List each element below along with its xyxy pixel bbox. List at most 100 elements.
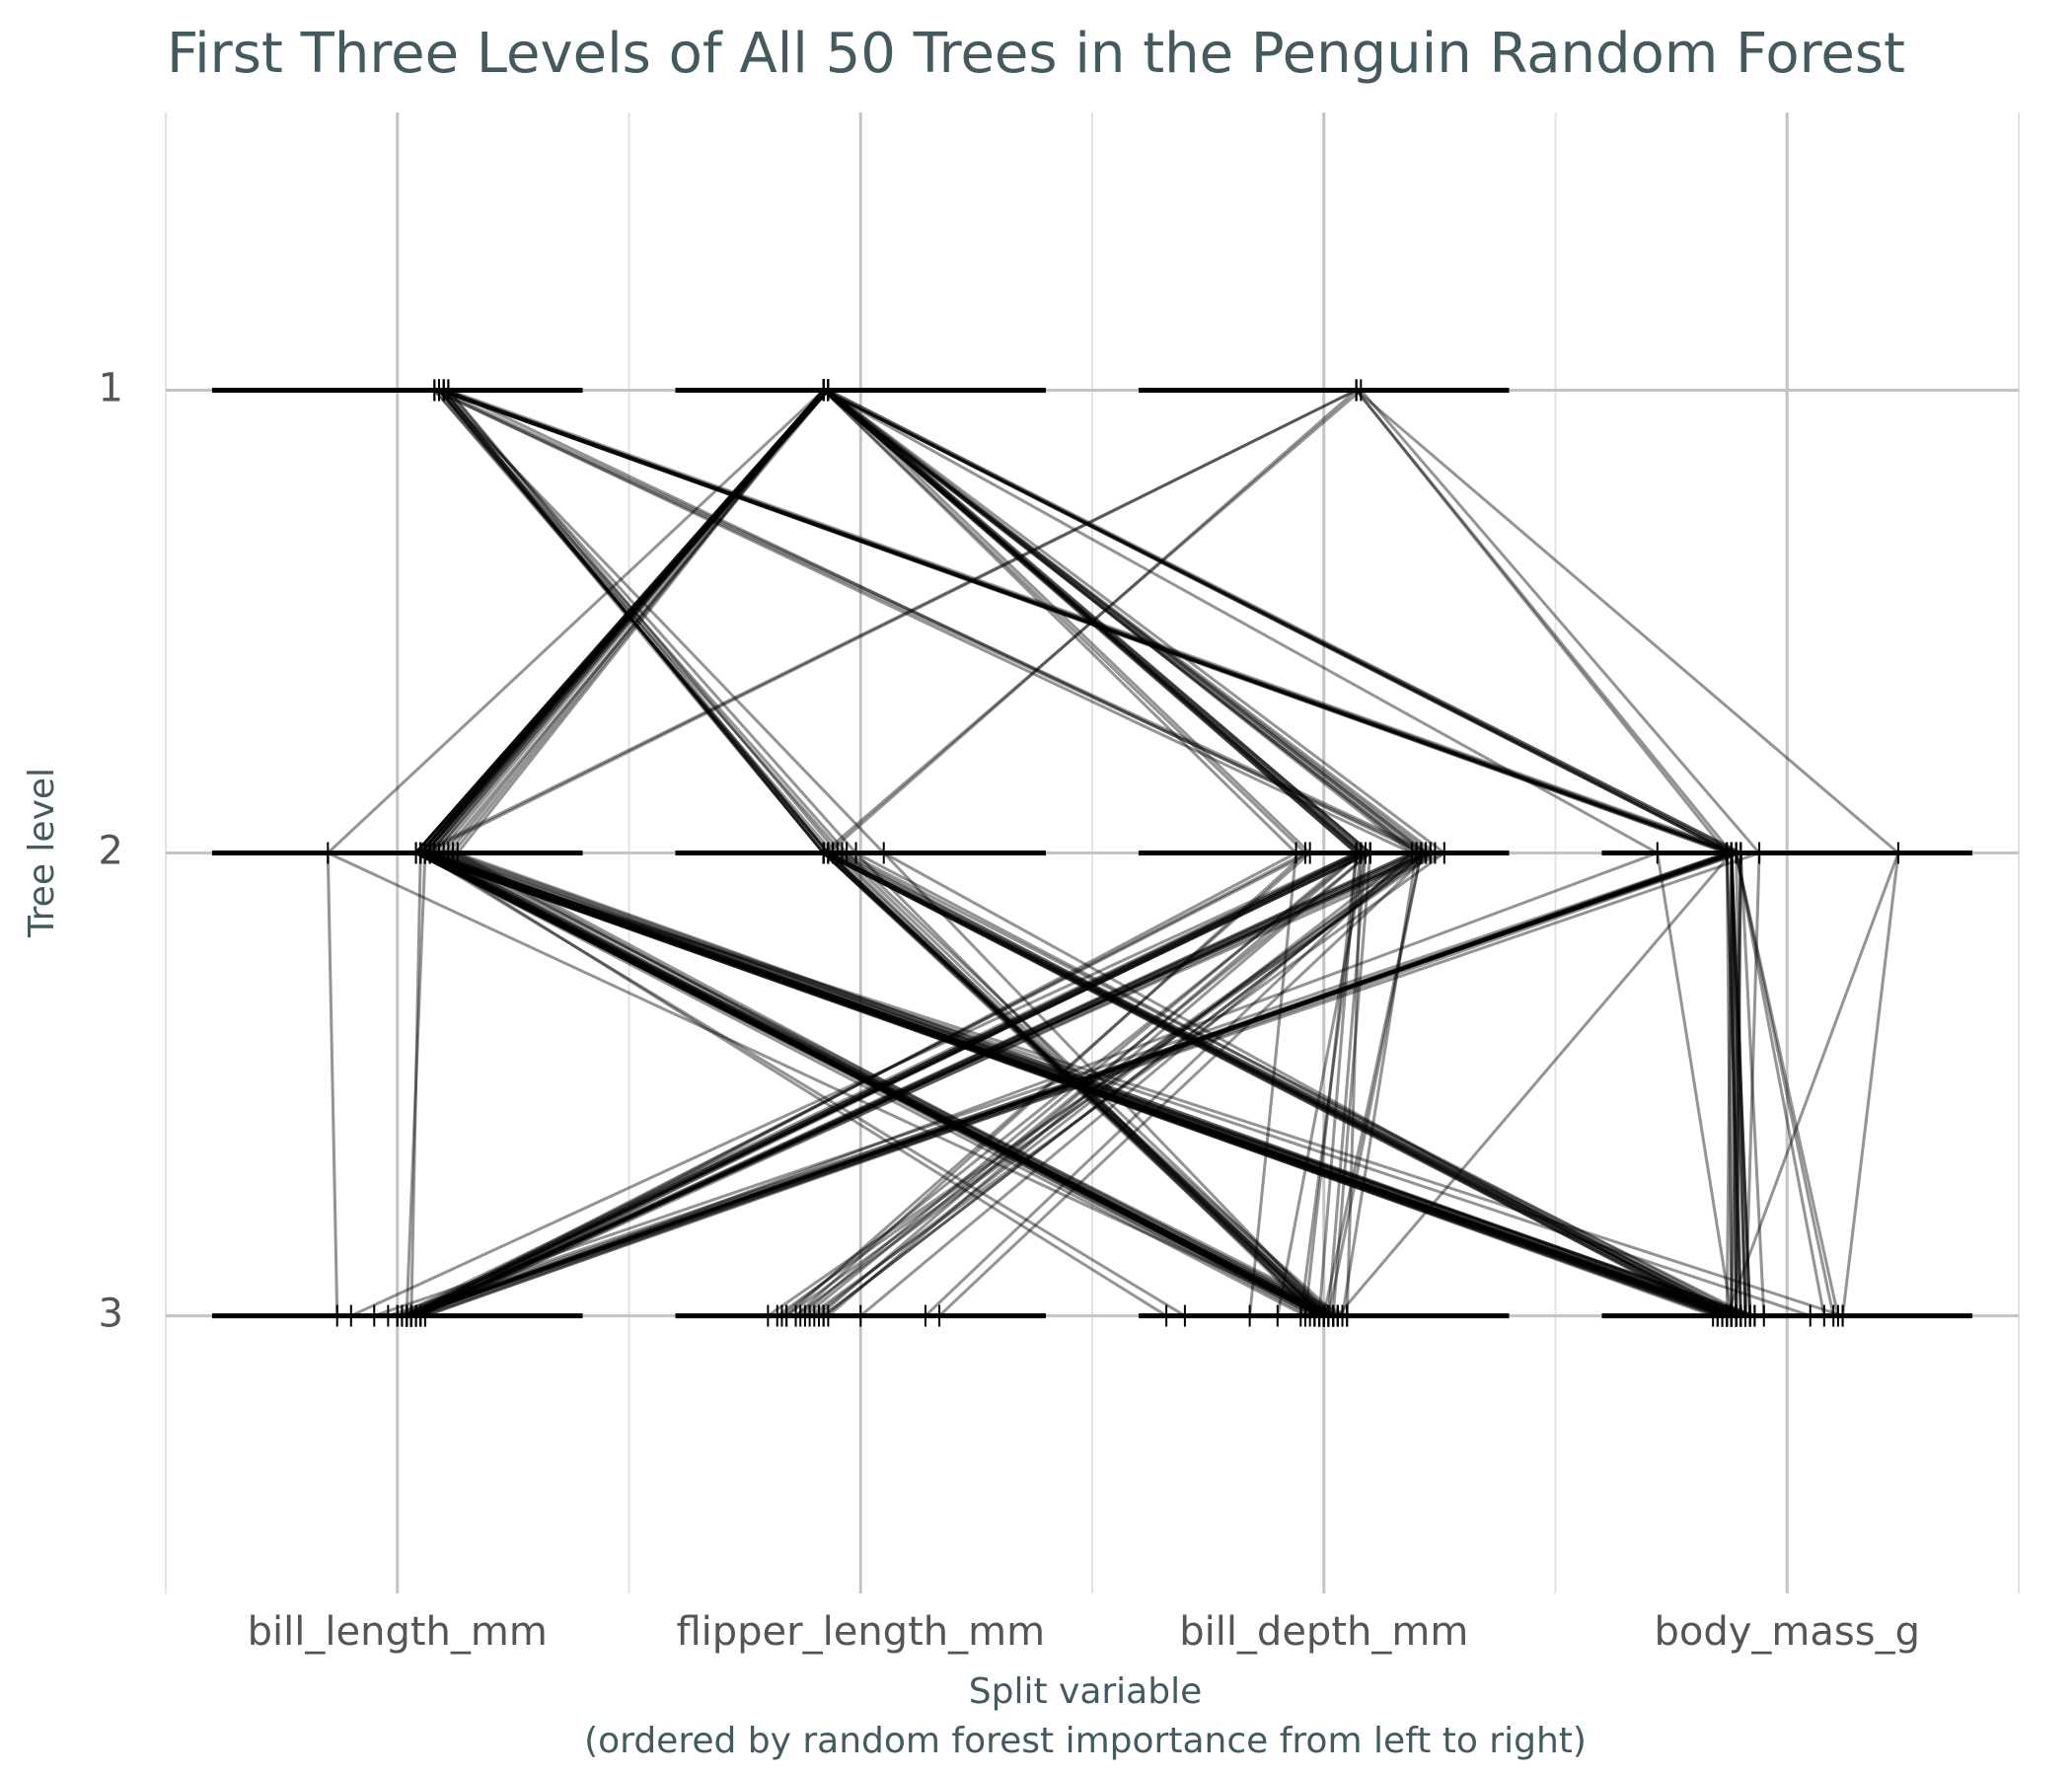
split-edge [423, 389, 825, 854]
split-edge [405, 852, 427, 1316]
split-edge [1276, 852, 1368, 1316]
split-edge [1730, 852, 1742, 1316]
x-tick-label: flipper_length_mm [676, 1609, 1045, 1655]
split-edge [1298, 852, 1363, 1316]
split-edge [447, 389, 830, 854]
split-edge [414, 389, 825, 854]
split-edge [428, 389, 825, 854]
split-edge [767, 851, 1437, 1317]
split-edge [419, 851, 1330, 1317]
split-edge [410, 851, 1733, 1317]
split-edge [438, 389, 1733, 854]
split-edge [433, 851, 1733, 1317]
split-edge [438, 389, 1733, 854]
split-edge [827, 851, 1733, 1317]
split-edge [415, 851, 1738, 1317]
split-edge [424, 851, 1325, 1317]
split-edge [1743, 852, 1761, 1316]
split-edge [437, 389, 885, 854]
split-edge [808, 851, 1445, 1317]
split-edge [419, 851, 1844, 1317]
split-edge [327, 389, 825, 854]
split-edge [882, 851, 1330, 1317]
split-edge [406, 851, 1358, 1317]
split-edge [429, 851, 1755, 1317]
split-edge [415, 851, 1659, 1317]
split-edge [406, 851, 1371, 1317]
split-edge [419, 851, 1334, 1317]
ticks-layer [327, 379, 1899, 1327]
split-edge [841, 851, 1719, 1317]
split-edge [846, 851, 1746, 1317]
split-edge [822, 389, 1418, 854]
split-edge [429, 851, 1741, 1317]
split-edge [401, 851, 1362, 1317]
split-edge [822, 389, 1363, 854]
split-edge [424, 389, 1358, 854]
split-edge [827, 389, 1371, 854]
split-edge [406, 851, 1738, 1317]
split-edge [1725, 852, 1734, 1316]
split-edge [442, 389, 825, 854]
split-edge [836, 851, 1316, 1317]
split-edge [437, 389, 825, 854]
split-edge [447, 389, 1741, 854]
split-edge [443, 389, 1733, 854]
x-axis-label: Split variable [969, 1671, 1203, 1712]
split-edge [437, 389, 849, 854]
split-edge [822, 389, 1363, 854]
split-edge [1735, 852, 1840, 1316]
split-edge [859, 851, 1418, 1317]
split-edge [1730, 852, 1742, 1316]
split-edge [822, 389, 1427, 854]
split-edge [410, 851, 1432, 1317]
split-edge [827, 389, 1427, 854]
split-edge [415, 851, 1724, 1317]
split-edge [827, 851, 1325, 1317]
split-edge [406, 851, 1367, 1317]
split-edge [419, 389, 830, 854]
split-edge [414, 389, 830, 854]
split-edge [1735, 852, 1835, 1316]
split-edge [1326, 852, 1368, 1316]
split-edge [938, 851, 1432, 1317]
split-edge [827, 851, 1728, 1317]
split-edge [823, 389, 1741, 854]
lines-layer [326, 389, 1900, 1317]
split-edge [406, 851, 1311, 1317]
split-edge [410, 851, 1760, 1317]
split-edge [414, 851, 1367, 1317]
split-edge [443, 851, 1746, 1317]
split-edge [406, 851, 1738, 1317]
split-edge [443, 389, 1728, 854]
split-edge [785, 851, 1311, 1317]
split-edge [1725, 852, 1742, 1316]
split-edge [397, 851, 1358, 1317]
split-edge [452, 851, 1751, 1317]
split-edge [823, 851, 1733, 1317]
split-edge [822, 389, 1367, 854]
split-edge [387, 851, 1741, 1317]
split-edge [827, 851, 1371, 1317]
split-edge [1248, 852, 1298, 1316]
split-edge [433, 389, 835, 854]
split-edge [1341, 852, 1419, 1316]
split-edge [1735, 852, 1742, 1316]
split-edge [414, 851, 1427, 1317]
split-edge [406, 851, 1371, 1317]
split-edge [883, 851, 1724, 1317]
split-edge [433, 389, 825, 854]
split-edge [437, 389, 830, 854]
split-edge [447, 851, 1320, 1317]
split-edge [822, 389, 1363, 854]
split-edge [419, 389, 825, 854]
split-edge [1303, 852, 1359, 1316]
split-edge [438, 389, 1432, 854]
split-edge [433, 851, 1320, 1317]
split-edge [419, 851, 1297, 1317]
split-edge [442, 389, 830, 854]
split-edge [785, 851, 1432, 1317]
split-edge [419, 389, 830, 854]
split-edge [414, 851, 1362, 1317]
